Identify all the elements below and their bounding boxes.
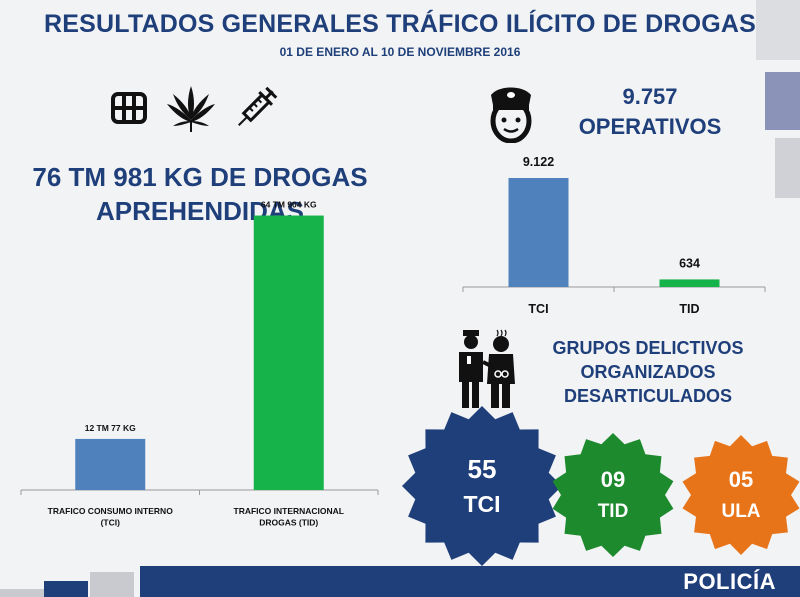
- badge-starburst-tid: [552, 433, 674, 557]
- data-label-1: 634: [679, 256, 700, 270]
- date-range: 01 DE ENERO AL 10 DE NOVIEMBRE 2016: [279, 45, 521, 59]
- bar-0: [75, 438, 146, 490]
- groups-headline: GRUPOS DELICTIVOS ORGANIZADOS DESARTICUL…: [528, 336, 768, 408]
- package-icon: [111, 92, 147, 124]
- decor-block-mid: [765, 72, 800, 130]
- badge-starburst-tci: [402, 406, 562, 566]
- badge-number-tid: 09: [601, 467, 625, 492]
- decor-square-1: [0, 589, 44, 597]
- groups-line3: DESARTICULADOS: [563, 386, 732, 406]
- footer-bar: [140, 566, 800, 597]
- decor-block-bottom: [775, 138, 800, 198]
- decor-square-2: [44, 581, 88, 597]
- police-officer-icon: [483, 83, 539, 144]
- syringe-icon: [232, 84, 278, 134]
- operations-headline: 9.757 OPERATIVOS: [560, 82, 740, 142]
- category-label-1: TID: [679, 302, 699, 316]
- category-label-0: TRAFICO CONSUMO INTERNO (TCI): [48, 506, 174, 528]
- category-label-1: TRAFICO INTERNACIONAL DROGAS (TID): [234, 506, 345, 528]
- groups-line2: ORGANIZADOS: [580, 362, 716, 382]
- badge-label-tci: TCI: [463, 491, 500, 517]
- operations-label: OPERATIVOS: [578, 114, 722, 139]
- badge-number-tci: 55: [468, 454, 497, 484]
- operations-value: 9.757: [622, 84, 678, 109]
- bar-1: [659, 279, 720, 287]
- cannabis-leaf-icon: [165, 84, 217, 134]
- page-title: RESULTADOS GENERALES TRÁFICO ILÍCITO DE …: [43, 10, 756, 38]
- badge-label-tid: TID: [598, 501, 629, 522]
- category-label-0: TCI: [528, 302, 548, 316]
- bar-0: [508, 178, 569, 287]
- data-label-0: 12 TM 77 KG: [85, 423, 136, 433]
- footer-label: POLICÍA: [683, 569, 776, 594]
- bar-1: [253, 215, 324, 490]
- police-arrest-icon: [455, 328, 521, 410]
- drugs-headline-line1: 76 TM 981 KG DE DROGAS: [32, 162, 368, 192]
- decor-block-top: [756, 0, 800, 60]
- data-label-1: 64 TM 904 KG: [261, 200, 317, 210]
- badge-label-ula: ULA: [721, 501, 760, 522]
- decor-square-3: [90, 572, 134, 597]
- data-label-0: 9.122: [523, 155, 554, 169]
- badge-starburst-ula: [682, 435, 800, 555]
- groups-line1: GRUPOS DELICTIVOS: [552, 338, 744, 358]
- badge-number-ula: 05: [729, 467, 753, 492]
